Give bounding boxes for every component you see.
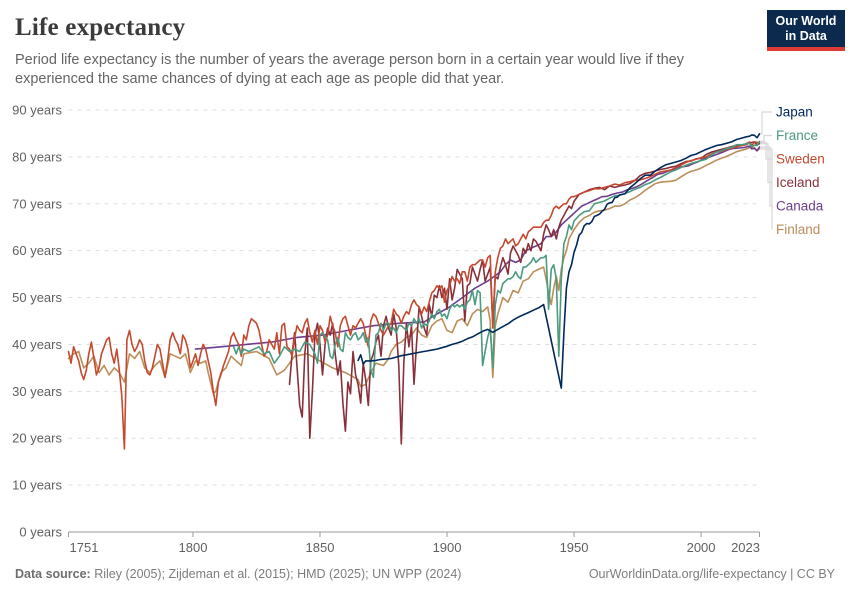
legend-connector-japan [760,111,772,135]
chart-subtitle: Period life expectancy is the number of … [15,51,755,88]
y-axis-tick-label: 30 years [12,384,62,399]
series-line-iceland[interactable] [288,141,761,445]
owid-logo[interactable]: Our World in Data [767,10,845,51]
y-axis-tick-label: 90 years [12,103,62,118]
chart-header: Life expectancy Period life expectancy i… [15,14,755,88]
legend-connector-france [760,134,772,143]
y-axis-tick-label: 60 years [12,243,62,258]
x-axis-tick-label: 1900 [433,540,462,555]
x-axis-tick-label: 1751 [70,540,99,555]
series-line-canada[interactable] [194,145,761,350]
y-axis-tick-label: 70 years [12,196,62,211]
y-axis-tick-label: 40 years [12,337,62,352]
chart-footer: Data source: Riley (2005); Zijdeman et a… [15,567,835,581]
data-source-note: Data source: Riley (2005); Zijdeman et a… [15,567,461,581]
data-source-label: Data source: [15,567,91,581]
x-axis-tick-label: 2000 [687,540,716,555]
owid-logo-line-2: in Data [785,29,827,43]
series-line-france[interactable] [232,140,761,379]
x-axis-tick-label: 1850 [306,540,335,555]
y-axis-tick-label: 50 years [12,290,62,305]
legend-connector-sweden [760,141,772,160]
data-source-text: Riley (2005); Zijdeman et al. (2015); HM… [90,567,462,581]
subtitle-line-2: experienced the same chances of dying at… [15,70,505,87]
page-title: Life expectancy [15,14,186,41]
legend-label-france[interactable]: France [776,128,818,143]
y-axis-tick-label: 0 years [19,525,62,540]
x-axis-tick-label: 1800 [179,540,208,555]
legend-label-canada[interactable]: Canada [776,199,824,214]
series-line-sweden[interactable] [67,141,761,450]
legend-label-iceland[interactable]: Iceland [776,175,820,190]
attribution-link[interactable]: OurWorldinData.org/life-expectancy | CC … [588,567,835,581]
owid-logo-line-1: Our World [775,14,837,28]
series-line-finland[interactable] [67,146,761,395]
x-axis-tick-label: 2023 [731,540,760,555]
y-axis-tick-label: 80 years [12,149,62,164]
y-axis-tick-label: 10 years [12,478,62,493]
legend-connector-canada [760,146,772,207]
legend-label-finland[interactable]: Finland [776,222,820,237]
legend-label-japan[interactable]: Japan [776,105,813,120]
y-axis-tick-label: 20 years [12,431,62,446]
legend-label-sweden[interactable]: Sweden [776,152,825,167]
series-line-japan[interactable] [357,133,761,389]
subtitle-line-1: Period life expectancy is the number of … [15,52,684,68]
x-axis-tick-label: 1950 [560,540,589,555]
legend-connector-finland [760,148,773,230]
